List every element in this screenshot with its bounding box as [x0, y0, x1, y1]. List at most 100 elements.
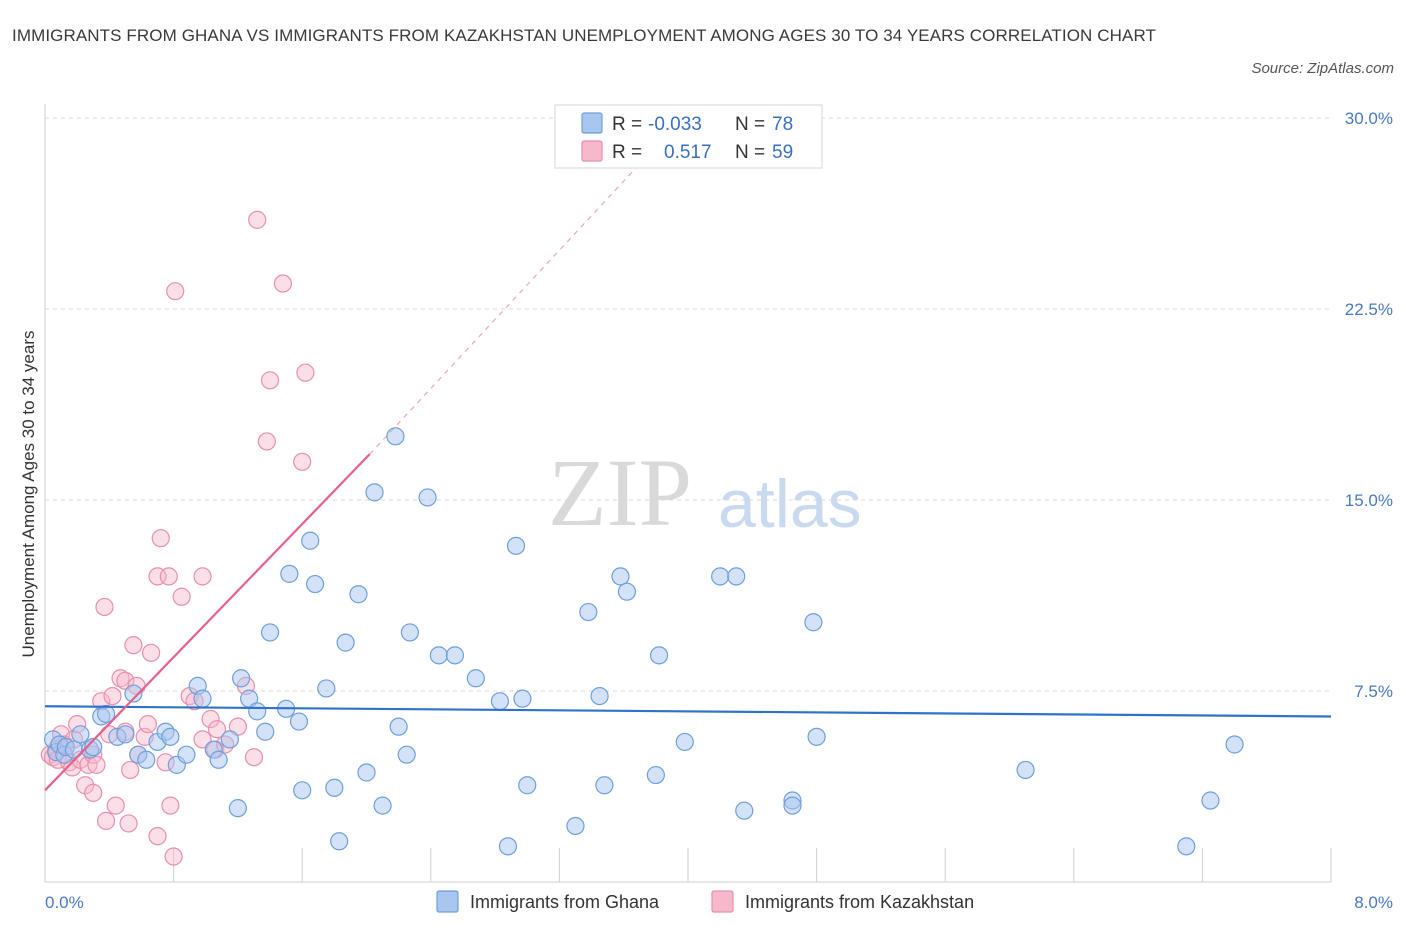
chart-title: IMMIGRANTS FROM GHANA VS IMMIGRANTS FROM…	[12, 26, 1157, 45]
legend-n-label-ghana: N =	[735, 114, 765, 135]
kazakhstan-point	[106, 796, 125, 815]
kazakhstan-trend-line	[44, 453, 371, 792]
kazakhstan-point	[138, 715, 157, 734]
kazakhstan-point	[121, 760, 140, 780]
kazakhstan-point	[119, 814, 138, 833]
ghana-point	[1016, 760, 1035, 780]
ghana-point	[735, 801, 754, 820]
kazakhstan-point	[201, 709, 220, 729]
legend-swatch-kazakhstan-bottom	[711, 890, 734, 913]
ghana-point	[513, 689, 532, 708]
legend-swatch-ghana-bottom	[436, 890, 459, 913]
kazakhstan-point	[193, 567, 212, 586]
kazakhstan-point	[257, 432, 276, 451]
ghana-point	[429, 646, 448, 665]
ghana-point	[220, 730, 239, 749]
kazakhstan-point	[166, 282, 185, 301]
ghana-point	[804, 613, 823, 632]
grid-lines	[45, 117, 1331, 692]
ghana-point	[317, 679, 336, 698]
ghana-point	[783, 796, 802, 815]
trend-lines	[44, 453, 1332, 792]
ghana-point	[389, 717, 408, 736]
kazakhstan-point	[111, 669, 130, 688]
kazakhstan-point	[95, 597, 114, 617]
y-axis-label: Unemployment Among Ages 30 to 34 years	[19, 331, 38, 658]
ghana-point	[646, 765, 665, 785]
ghana-point	[116, 725, 135, 744]
source-label: Source: ZipAtlas.com	[1251, 60, 1394, 77]
ghana-point	[260, 623, 280, 642]
ghana-point	[96, 704, 116, 724]
ghana-point	[590, 686, 609, 706]
legend-n-label-kazakhstan: N =	[735, 142, 765, 163]
ghana-point	[124, 684, 143, 703]
kazakhstan-trend-dashed	[369, 163, 641, 455]
kazakhstan-point	[293, 452, 312, 471]
legend-swatch-ghana	[581, 112, 603, 134]
kazakhstan-trend-extension	[369, 163, 641, 455]
ghana-point	[727, 567, 746, 586]
ghana-point	[579, 602, 598, 622]
legend-r-value-ghana: -0.033	[648, 114, 702, 135]
ghana-point	[330, 832, 349, 851]
ghana-point	[1177, 837, 1196, 856]
ghana-point	[365, 483, 384, 502]
ghana-point	[518, 776, 537, 795]
legend-swatch-kazakhstan	[581, 140, 603, 162]
legend-label-ghana: Immigrants from Ghana	[470, 892, 660, 912]
ghana-point	[301, 531, 320, 550]
y-tick-label: 7.5%	[1354, 682, 1393, 701]
kazakhstan-point	[207, 720, 227, 739]
ghana-point	[807, 727, 826, 746]
kazakhstan-point	[244, 748, 264, 767]
ghana-point	[84, 737, 103, 757]
watermark-atlas: atlas	[718, 466, 862, 542]
ghana-point	[1201, 791, 1220, 810]
ghana-point	[386, 427, 405, 446]
ghana-point	[209, 750, 228, 769]
ghana-point	[617, 582, 637, 601]
ghana-point	[490, 692, 510, 711]
ghana-point	[418, 488, 437, 507]
x-tick-label: 0.0%	[45, 893, 84, 912]
ghana-point	[193, 689, 212, 708]
ghana-point	[177, 745, 196, 764]
kazakhstan-point	[248, 210, 267, 229]
ghana-point	[675, 732, 694, 752]
ghana-point	[137, 750, 156, 769]
ghana-point	[498, 837, 518, 856]
series-legend: Immigrants from Ghana Immigrants from Ka…	[436, 890, 974, 913]
kazakhstan-point	[172, 587, 191, 606]
legend-n-value-ghana: 78	[772, 114, 793, 135]
ghana-point	[445, 646, 465, 665]
ghana-point	[649, 646, 669, 665]
kazakhstan-point	[151, 529, 170, 548]
ghana-point	[280, 564, 299, 583]
ghana-point	[289, 712, 309, 731]
kazakhstan-point	[103, 686, 122, 706]
legend-n-value-kazakhstan: 59	[772, 142, 793, 163]
y-tick-label: 22.5%	[1345, 300, 1393, 319]
ghana-point	[161, 727, 180, 746]
kazakhstan-point	[141, 643, 161, 662]
ghana-point	[256, 722, 275, 741]
ghana-point	[397, 745, 416, 764]
ghana-point	[71, 725, 90, 744]
ghana-point	[566, 816, 585, 836]
ghana-point	[595, 776, 614, 795]
ghana-point	[293, 781, 312, 800]
kazakhstan-point	[193, 730, 212, 749]
ghana-point	[248, 702, 267, 721]
axes	[44, 104, 1332, 883]
ghana-point	[349, 585, 368, 604]
ghana-point	[611, 567, 630, 586]
ghana-points	[43, 427, 1244, 856]
kazakhstan-point	[296, 363, 315, 382]
legend-r-label-kazakhstan: R =	[612, 142, 642, 163]
ghana-point	[373, 796, 392, 815]
ghana-point	[400, 623, 420, 642]
ghana-point	[1225, 735, 1244, 754]
ghana-point	[336, 633, 355, 652]
